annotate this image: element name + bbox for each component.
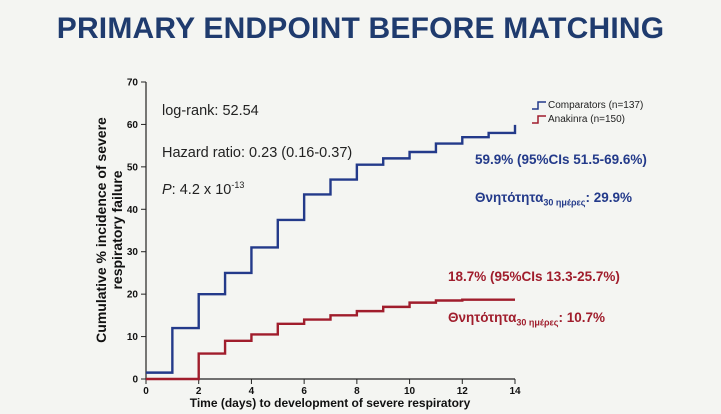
y-tick-label: 70 [127,78,139,89]
x-tick-label: 4 [249,386,255,397]
comparators-mortality-annotation: Θνητότητα30 ημέρες: 29.9% [475,190,632,208]
y-tick-label: 50 [127,162,139,173]
comparators-mortality-sub: 30 ημέρες [543,197,586,208]
legend-item-comparators: Comparators (n=137) [532,98,643,112]
anakinra-mortality-value: : 10.7% [558,310,606,325]
chart-axes: 0 10 20 30 40 50 60 70 0 2 4 6 8 10 12 14 [127,78,521,398]
x-tick-label: 12 [457,386,469,397]
y-tick-label: 0 [132,375,138,386]
legend-label-anakinra: Anakinra (n=150) [548,113,625,125]
x-tick-label: 8 [354,386,360,397]
page-title: PRIMARY ENDPOINT BEFORE MATCHING [56,12,665,45]
p-label: P [162,181,172,198]
chart-lines [146,124,517,381]
x-tick-label: 0 [143,386,149,397]
anakinra-mortality-annotation: Θνητότητα30 ημέρες: 10.7% [448,310,605,328]
x-tick-label: 10 [404,386,416,397]
chart-legend: Comparators (n=137) Anakinra (n=150) [532,98,643,126]
y-tick-label: 20 [127,290,139,301]
y-tick-label: 60 [127,120,139,131]
x-tick-label: 14 [509,386,521,397]
p-value: : 4.2 x 10 [171,181,232,198]
y-axis-label: Cumulative % incidence of severe respira… [93,117,125,343]
legend-item-anakinra: Anakinra (n=150) [532,112,643,126]
legend-swatch-anakinra [532,115,546,124]
p-exponent: -13 [231,180,245,190]
comparators-mortality-label: Θνητότητα [475,190,544,205]
x-tick-label: 6 [301,386,307,397]
log-rank-text: log-rank: 52.54 [162,103,259,119]
legend-label-comparators: Comparators (n=137) [548,99,644,111]
anakinra-ci-annotation: 18.7% (95%CIs 13.3-25.7%) [448,269,620,284]
comparators-mortality-value: : 29.9% [585,190,633,205]
comparators-ci-annotation: 59.9% (95%CIs 51.5-69.6%) [475,152,647,167]
hazard-ratio-text: Hazard ratio: 0.23 (0.16-0.37) [162,145,353,161]
y-tick-label: 40 [127,205,139,216]
anakinra-mortality-label: Θνητότητα [448,310,517,325]
legend-swatch-comparators [532,101,546,110]
anakinra-mortality-sub: 30 ημέρες [516,317,559,328]
y-tick-label: 10 [127,332,139,343]
p-value-text: P: 4.2 x 10-13 [162,180,244,198]
anakinra-series-line [146,298,515,381]
x-tick-label: 2 [196,386,202,397]
x-axis-label: Time (days) to development of severe res… [189,396,471,410]
comparators-series-line [146,124,517,374]
y-tick-label: 30 [127,247,139,258]
